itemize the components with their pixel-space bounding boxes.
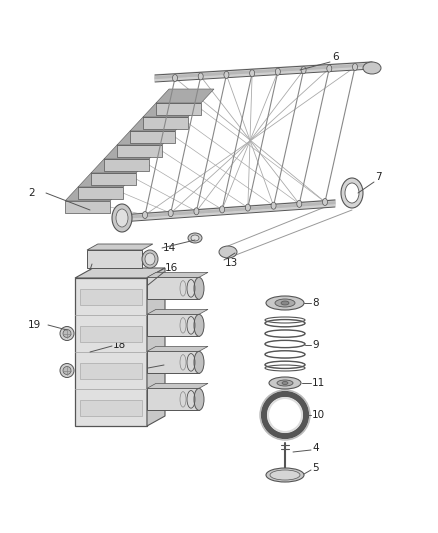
Polygon shape	[147, 346, 208, 351]
Polygon shape	[143, 117, 188, 129]
Ellipse shape	[194, 208, 199, 215]
Ellipse shape	[219, 246, 237, 258]
Ellipse shape	[322, 198, 328, 206]
Ellipse shape	[63, 367, 71, 375]
Text: 16: 16	[165, 263, 178, 273]
Ellipse shape	[188, 233, 202, 243]
Text: 17: 17	[165, 358, 178, 368]
Polygon shape	[147, 383, 208, 389]
Polygon shape	[147, 314, 199, 336]
Ellipse shape	[270, 470, 300, 480]
Text: 10: 10	[312, 410, 325, 420]
Ellipse shape	[63, 329, 71, 337]
Polygon shape	[147, 277, 199, 300]
Text: 8: 8	[312, 298, 318, 308]
Ellipse shape	[297, 200, 302, 207]
Polygon shape	[104, 159, 149, 171]
Polygon shape	[91, 159, 149, 173]
Ellipse shape	[271, 202, 276, 209]
Ellipse shape	[142, 250, 158, 268]
Ellipse shape	[191, 235, 199, 241]
Polygon shape	[78, 173, 136, 187]
Ellipse shape	[245, 204, 251, 211]
Ellipse shape	[341, 178, 363, 208]
Ellipse shape	[112, 204, 132, 232]
Text: 5: 5	[312, 463, 318, 473]
Ellipse shape	[194, 351, 204, 373]
Ellipse shape	[345, 183, 359, 203]
Ellipse shape	[194, 277, 204, 300]
Polygon shape	[147, 389, 199, 410]
Ellipse shape	[116, 209, 128, 227]
Bar	[80, 326, 142, 342]
Polygon shape	[147, 309, 208, 314]
Ellipse shape	[250, 70, 254, 77]
Ellipse shape	[60, 327, 74, 341]
Polygon shape	[75, 278, 147, 426]
Ellipse shape	[145, 253, 155, 265]
Polygon shape	[147, 272, 208, 277]
Ellipse shape	[168, 209, 173, 216]
Polygon shape	[156, 103, 201, 115]
Ellipse shape	[269, 377, 301, 389]
Text: 7: 7	[375, 172, 381, 182]
Polygon shape	[147, 351, 199, 373]
Text: 6: 6	[332, 52, 339, 62]
Text: 2: 2	[28, 188, 35, 198]
Text: 18: 18	[113, 340, 126, 350]
Ellipse shape	[142, 212, 148, 219]
Ellipse shape	[266, 468, 304, 482]
Bar	[80, 400, 142, 416]
Polygon shape	[65, 187, 123, 201]
Bar	[80, 362, 142, 378]
Text: 4: 4	[312, 443, 318, 453]
Ellipse shape	[277, 380, 293, 386]
Ellipse shape	[173, 75, 177, 82]
Ellipse shape	[198, 73, 203, 80]
Ellipse shape	[327, 65, 332, 72]
Text: 9: 9	[312, 340, 318, 350]
Ellipse shape	[224, 71, 229, 78]
Text: 13: 13	[225, 258, 238, 268]
Polygon shape	[75, 268, 165, 278]
Bar	[87, 250, 142, 268]
Ellipse shape	[301, 67, 306, 74]
Text: 11: 11	[312, 378, 325, 388]
Ellipse shape	[60, 364, 74, 377]
Polygon shape	[117, 131, 175, 145]
Text: 14: 14	[163, 243, 176, 253]
Polygon shape	[117, 145, 162, 157]
Polygon shape	[91, 173, 136, 185]
Bar	[80, 288, 142, 304]
Text: 19: 19	[28, 320, 41, 330]
Polygon shape	[130, 131, 175, 143]
Ellipse shape	[219, 206, 225, 213]
Ellipse shape	[363, 62, 381, 74]
Text: 15: 15	[95, 253, 108, 263]
Ellipse shape	[276, 68, 280, 75]
Polygon shape	[156, 89, 214, 103]
Polygon shape	[65, 201, 110, 213]
Polygon shape	[130, 117, 188, 131]
Ellipse shape	[281, 301, 289, 305]
Ellipse shape	[194, 314, 204, 336]
Ellipse shape	[275, 299, 295, 307]
Polygon shape	[78, 187, 123, 199]
Polygon shape	[147, 268, 165, 426]
Polygon shape	[87, 244, 153, 250]
Polygon shape	[143, 103, 201, 117]
Ellipse shape	[353, 63, 357, 70]
Ellipse shape	[194, 389, 204, 410]
Ellipse shape	[266, 296, 304, 310]
Polygon shape	[104, 145, 162, 159]
Ellipse shape	[282, 382, 288, 384]
